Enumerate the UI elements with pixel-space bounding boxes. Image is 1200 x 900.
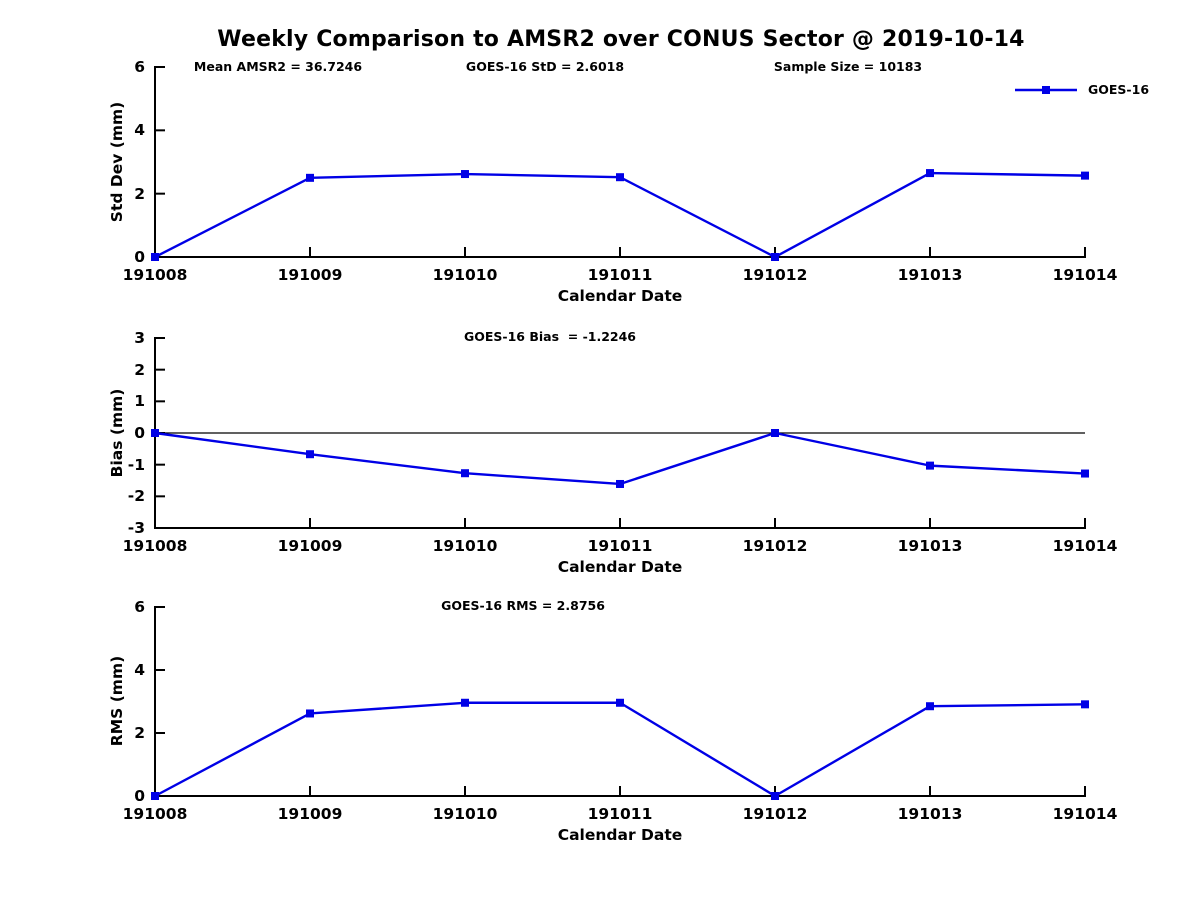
y-tick-label: 0 <box>134 424 145 442</box>
legend: GOES-16 <box>1015 82 1149 98</box>
x-tick-label: 191009 <box>277 537 343 555</box>
x-tick-label: 191010 <box>432 537 498 555</box>
x-axis-label-calendar-date: Calendar Date <box>557 558 683 576</box>
y-tick-label: 2 <box>134 724 145 742</box>
y-tick-label: 4 <box>134 121 145 140</box>
y-tick-label: -1 <box>127 455 145 474</box>
x-tick-label: 191010 <box>432 805 498 823</box>
x-tick-label: 191011 <box>587 266 653 284</box>
y-tick-label: -2 <box>127 487 145 506</box>
x-tick-label: 191012 <box>742 805 808 823</box>
x-axis-label-calendar-date: Calendar Date <box>557 826 683 844</box>
y-tick-label: 4 <box>134 661 145 679</box>
y-tick-label: 6 <box>134 598 145 616</box>
x-tick-label: 191012 <box>742 266 808 284</box>
x-tick-label: 191014 <box>1052 266 1118 284</box>
y-tick-label: -3 <box>127 519 145 537</box>
x-tick-label: 191009 <box>277 805 343 823</box>
legend-line-marker-icon <box>1015 86 1077 94</box>
x-axis-label-calendar-date: Calendar Date <box>557 287 683 305</box>
x-tick-label: 191010 <box>432 266 498 284</box>
annotation-goes16-std: GOES-16 StD = 2.6018 <box>465 59 625 74</box>
y-tick-label: 6 <box>134 58 145 76</box>
annotation-sample-size: Sample Size = 10183 <box>773 59 923 74</box>
x-tick-label: 191009 <box>277 266 343 284</box>
y-tick-label: 2 <box>134 360 145 379</box>
x-tick-label: 191008 <box>122 266 188 284</box>
x-tick-label: 191011 <box>587 537 653 555</box>
x-tick-label: 191008 <box>122 537 188 555</box>
x-tick-label: 191014 <box>1052 537 1118 555</box>
annotation-mean-amsr2: Mean AMSR2 = 36.7246 <box>193 59 363 74</box>
y-tick-label: 1 <box>134 392 145 411</box>
y-tick-label: 0 <box>134 787 145 805</box>
x-tick-label: 191013 <box>897 805 963 823</box>
page-title: Weekly Comparison to AMSR2 over CONUS Se… <box>217 27 1025 52</box>
x-tick-label: 191011 <box>587 805 653 823</box>
legend-label: GOES-16 <box>1088 82 1150 97</box>
y-tick-label: 3 <box>134 329 145 347</box>
y-tick-label: 2 <box>134 184 145 203</box>
x-tick-label: 191008 <box>122 805 188 823</box>
x-tick-label: 191013 <box>897 537 963 555</box>
x-tick-label: 191013 <box>897 266 963 284</box>
x-tick-label: 191012 <box>742 537 808 555</box>
x-tick-label: 191014 <box>1052 805 1118 823</box>
annotation-goes16-bias: GOES-16 Bias = -1.2246 <box>463 329 637 344</box>
y-tick-label: 0 <box>134 248 145 266</box>
annotation-goes16-rms: GOES-16 RMS = 2.8756 <box>441 598 605 613</box>
